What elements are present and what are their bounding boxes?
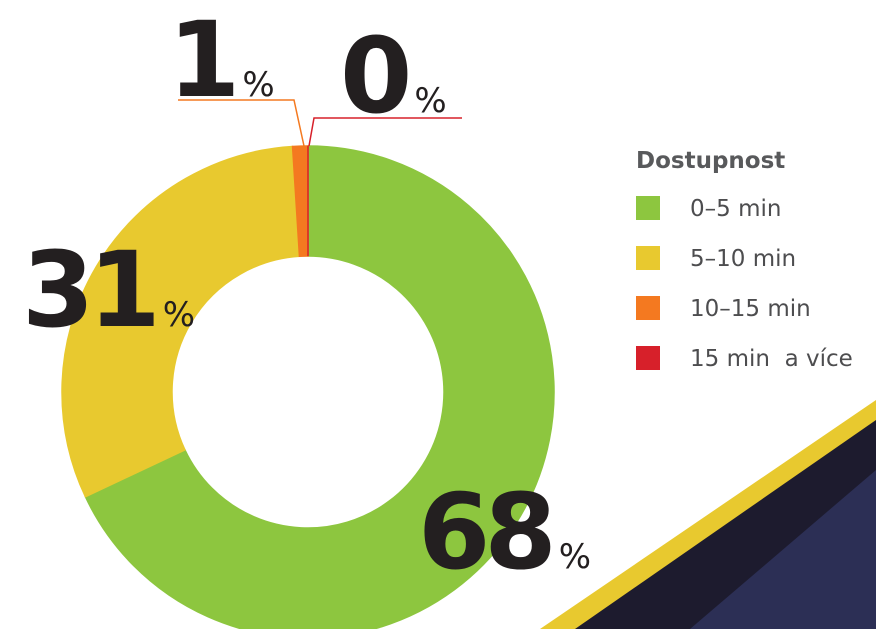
leader-line — [178, 99, 305, 147]
value-label: 68% — [418, 471, 591, 593]
value-label: 0% — [340, 15, 447, 137]
value-number: 68 — [418, 471, 551, 593]
background-decoration — [540, 400, 876, 629]
legend-label: 15 min a více — [690, 346, 853, 372]
value-unit: % — [163, 295, 195, 335]
legend-swatch — [636, 296, 660, 320]
value-label: 31% — [22, 229, 195, 351]
value-unit: % — [559, 537, 591, 577]
legend-label: 5–10 min — [690, 246, 796, 272]
value-label: 1% — [168, 0, 275, 121]
value-unit: % — [242, 65, 274, 105]
legend-swatch — [636, 196, 660, 220]
leader-lines — [178, 99, 462, 147]
value-labels: 68 %31 %1% 0% — [22, 0, 591, 593]
slice — [84, 145, 555, 629]
legend: 0–5 min 5–10 min 10–15 min 15 min a více — [636, 196, 853, 372]
legend-swatch — [636, 346, 660, 370]
value-number: 0 — [340, 15, 408, 137]
value-unit: % — [414, 81, 446, 121]
legend-label: 0–5 min — [690, 196, 781, 222]
legend-title: Dostupnost — [636, 148, 785, 174]
value-number: 1 — [168, 0, 234, 121]
slice — [61, 145, 301, 498]
legend-swatch — [636, 246, 660, 270]
legend-label: 10–15 min — [690, 296, 811, 322]
value-number: 31 — [22, 229, 155, 351]
donut — [61, 145, 555, 629]
leader-line — [308, 117, 462, 147]
